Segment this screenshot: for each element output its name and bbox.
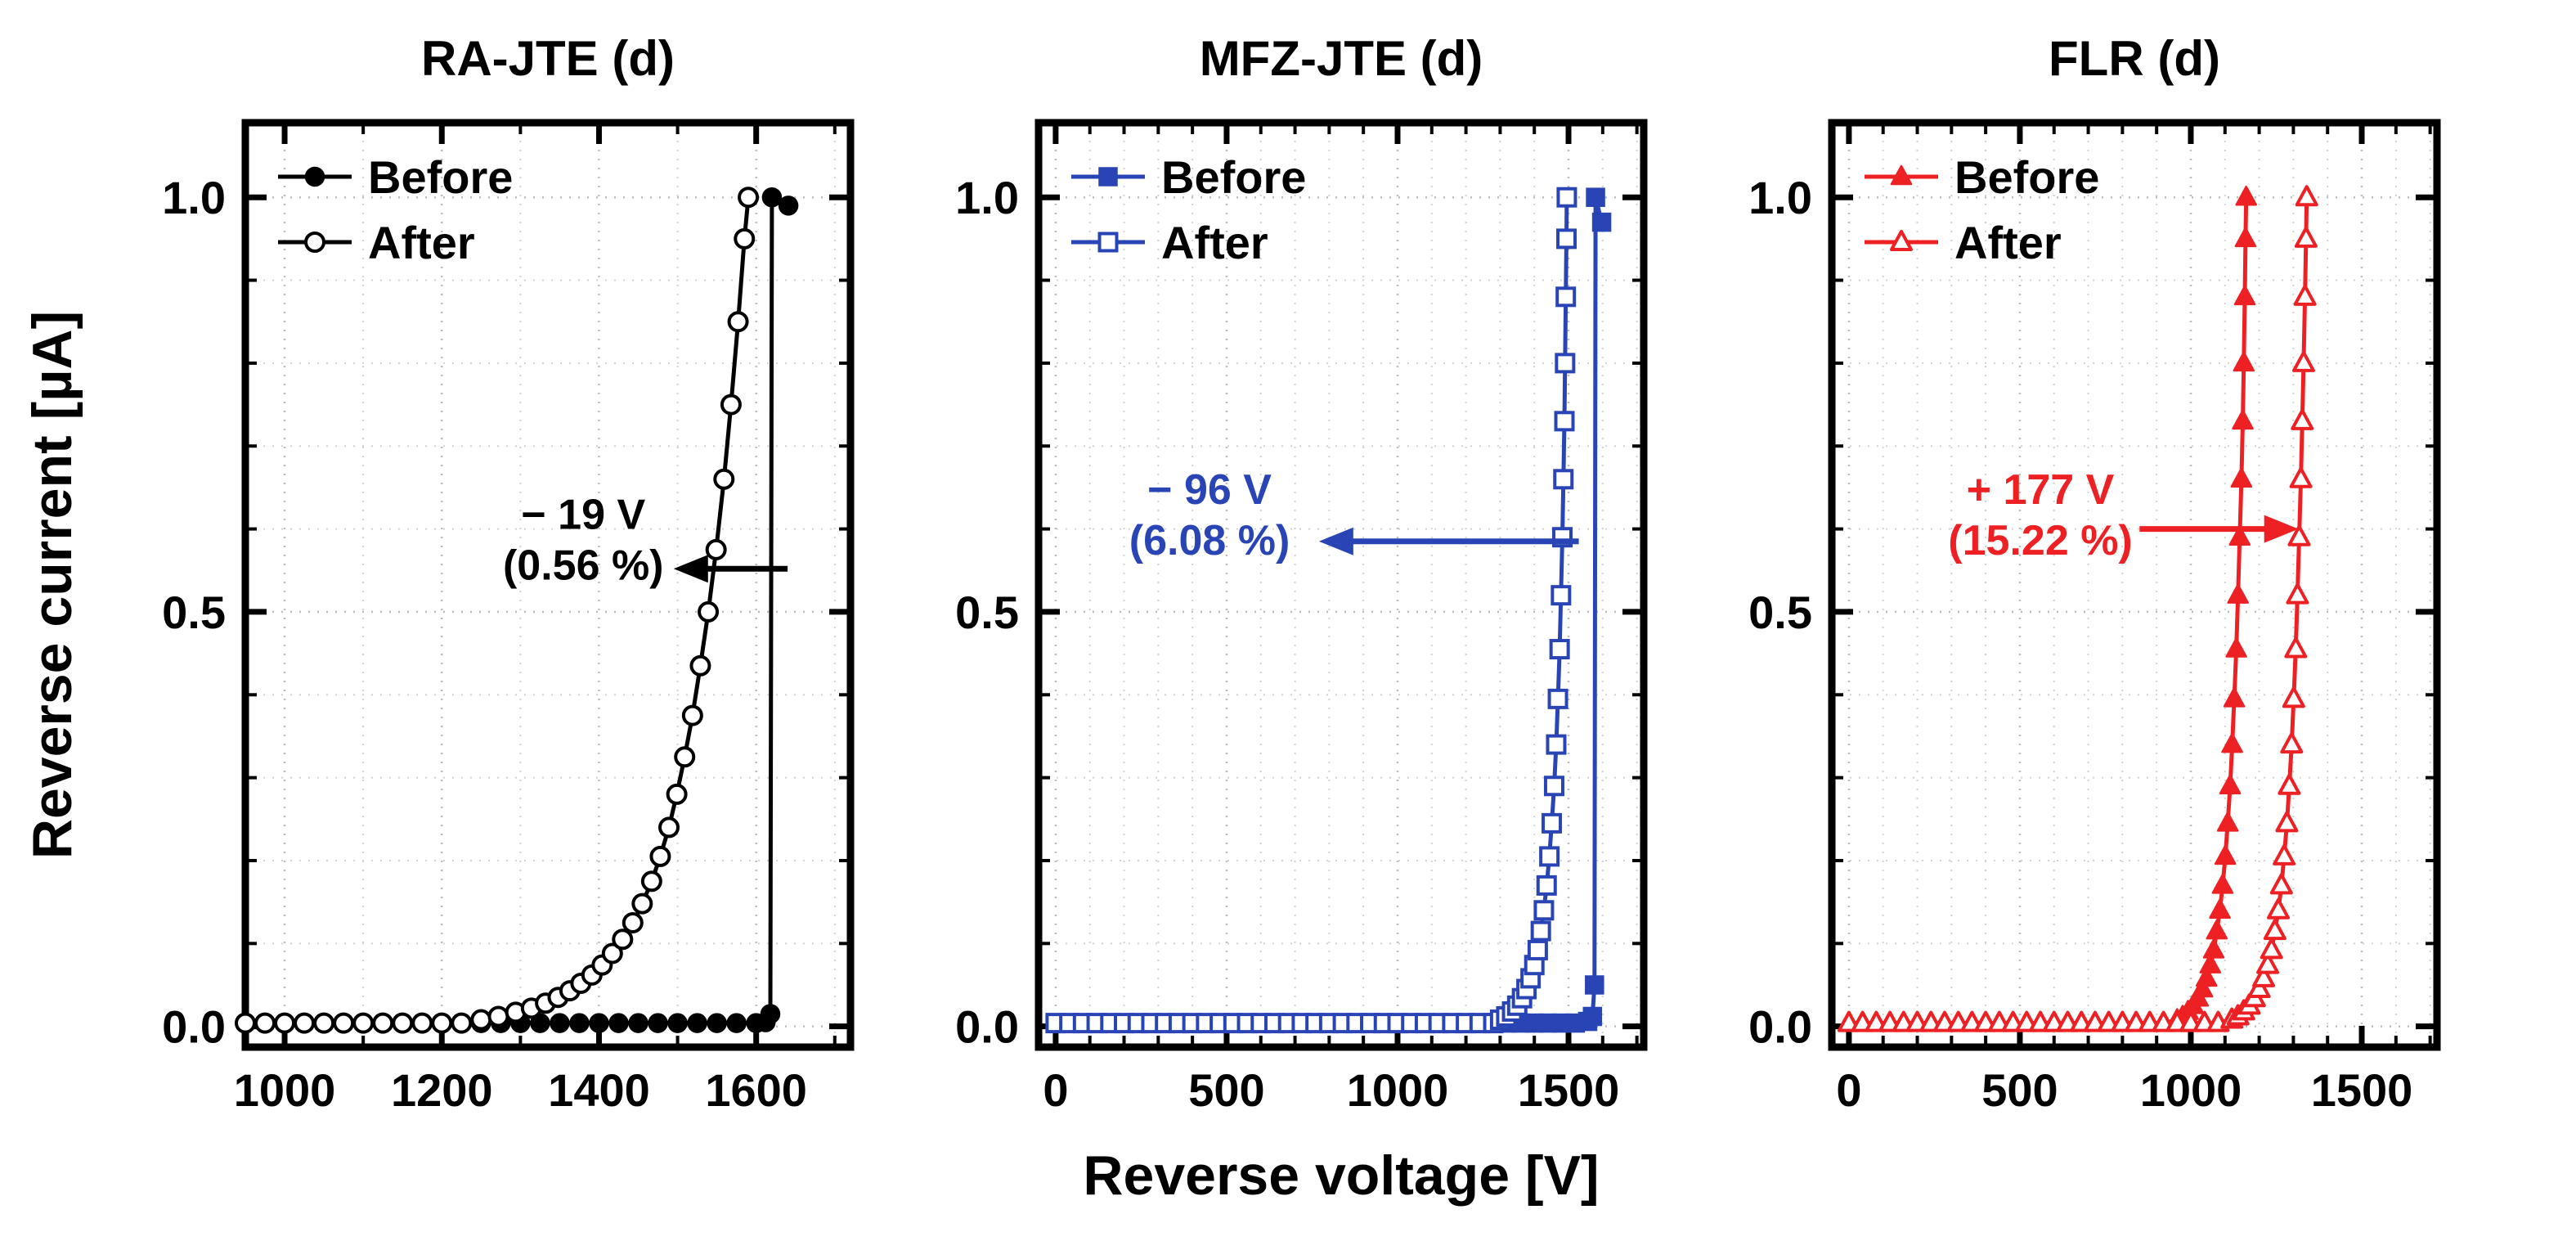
series-before — [1838, 185, 2257, 1032]
series-before-markers — [1838, 185, 2257, 1032]
series-after — [235, 187, 760, 1034]
series-after-markers — [1837, 185, 2318, 1032]
legend-marker-before — [1098, 167, 1118, 187]
plot-frame — [241, 119, 855, 1051]
legend-label-after: After — [368, 217, 475, 268]
x-tick-label: 1600 — [705, 1064, 807, 1116]
panel-title: RA-JTE (d) — [421, 31, 675, 86]
legend-label-after: After — [1161, 217, 1268, 268]
legend: Before After — [1071, 151, 1306, 268]
mfz-jte-plot: 0 500 1000 1500 0.0 0.5 1.0 MFZ-JTE (d) Before Af… — [955, 31, 1648, 1116]
panel-title: FLR (d) — [2049, 31, 2220, 86]
chart-panel-ra-jte: 1000 1200 1400 1600 0.0 0.5 1.0 RA-JTE (d) Befor… — [106, 16, 883, 1129]
tick-marks: 1000 1200 1400 1600 0.0 0.5 1.0 — [162, 123, 850, 1116]
series-before-markers — [235, 187, 799, 1033]
legend-marker-after — [1890, 230, 1913, 251]
chart-panel-mfz-jte: 0 500 1000 1500 0.0 0.5 1.0 MFZ-JTE (d) Before Af… — [900, 16, 1676, 1129]
y-axis-label: Reverse current [µA] — [21, 310, 83, 860]
ra-jte-plot: 1000 1200 1400 1600 0.0 0.5 1.0 RA-JTE (d) Befor… — [162, 31, 855, 1116]
plot-frame — [1034, 119, 1648, 1051]
x-tick-label: 0 — [1836, 1064, 1861, 1116]
legend-marker-after — [304, 232, 325, 253]
series-line-after — [1055, 197, 1569, 1026]
series-line-before — [1848, 197, 2249, 1026]
annotation-arrowhead — [2264, 515, 2299, 543]
y-tick-label: 0.5 — [1748, 587, 1812, 638]
legend-marker-after — [1097, 232, 1119, 253]
annotation-line2: (6.08 %) — [1129, 517, 1290, 564]
y-tick-label: 1.0 — [955, 172, 1019, 223]
series-before — [235, 187, 799, 1033]
annotation: − 19 V(0.56 %) — [503, 492, 788, 590]
y-tick-label: 0.0 — [162, 1001, 226, 1053]
legend-label-before: Before — [1954, 151, 2099, 203]
series-after-markers — [1045, 187, 1577, 1034]
legend-label-before: Before — [1161, 151, 1306, 203]
annotation: + 177 V(15.22 %) — [1948, 466, 2299, 564]
panel-title: MFZ-JTE (d) — [1200, 31, 1483, 86]
legend: Before After — [278, 151, 513, 268]
y-tick-label: 0.0 — [955, 1001, 1019, 1053]
panels-row: 1000 1200 1400 1600 0.0 0.5 1.0 RA-JTE (d) Befor… — [106, 16, 2470, 1129]
plot-frame — [1828, 119, 2441, 1051]
annotation-line1: − 96 V — [1147, 466, 1272, 514]
series-line-after — [245, 196, 751, 1026]
y-tick-label: 0.5 — [955, 587, 1019, 638]
tick-marks: 0 500 1000 1500 0.0 0.5 1.0 — [1748, 123, 2437, 1116]
series-after — [1837, 185, 2318, 1032]
x-tick-label: 1500 — [2311, 1064, 2413, 1116]
legend-marker-before — [1890, 164, 1913, 186]
grid — [1832, 123, 2437, 1047]
annotation-arrowhead — [1318, 527, 1353, 555]
x-tick-label: 1000 — [234, 1064, 336, 1116]
annotation: − 96 V(6.08 %) — [1129, 466, 1579, 564]
series-after — [1045, 187, 1577, 1034]
grid — [1039, 123, 1644, 1047]
annotation-line2: (15.22 %) — [1948, 517, 2132, 564]
x-tick-label: 500 — [1188, 1064, 1264, 1116]
x-tick-label: 1000 — [2140, 1064, 2242, 1116]
y-tick-label: 1.0 — [1748, 172, 1812, 223]
x-tick-label: 0 — [1043, 1064, 1068, 1116]
y-tick-label: 1.0 — [162, 172, 226, 223]
series-after-markers — [235, 187, 760, 1034]
annotation-line1: − 19 V — [521, 492, 645, 539]
x-tick-label: 500 — [1981, 1064, 2058, 1116]
annotation-arrowhead — [673, 555, 708, 583]
x-tick-label: 1400 — [548, 1064, 650, 1116]
annotation-line1: + 177 V — [1967, 466, 2115, 514]
x-axis-label: Reverse voltage [V] — [1083, 1144, 1600, 1207]
legend: Before After — [1865, 151, 2099, 268]
x-tick-label: 1000 — [1347, 1064, 1449, 1116]
legend-label-before: Before — [368, 151, 513, 203]
legend-label-after: After — [1954, 217, 2062, 268]
flr-plot: 0 500 1000 1500 0.0 0.5 1.0 FLR (d) Before After +… — [1748, 31, 2441, 1116]
x-tick-label: 1500 — [1518, 1064, 1620, 1116]
annotation-line2: (0.56 %) — [503, 542, 664, 590]
y-tick-label: 0.5 — [162, 587, 226, 638]
chart-panel-flr: 0 500 1000 1500 0.0 0.5 1.0 FLR (d) Before After +… — [1693, 16, 2470, 1129]
y-tick-label: 0.0 — [1748, 1001, 1812, 1053]
legend-marker-before — [304, 166, 325, 187]
x-tick-label: 1200 — [391, 1064, 493, 1116]
